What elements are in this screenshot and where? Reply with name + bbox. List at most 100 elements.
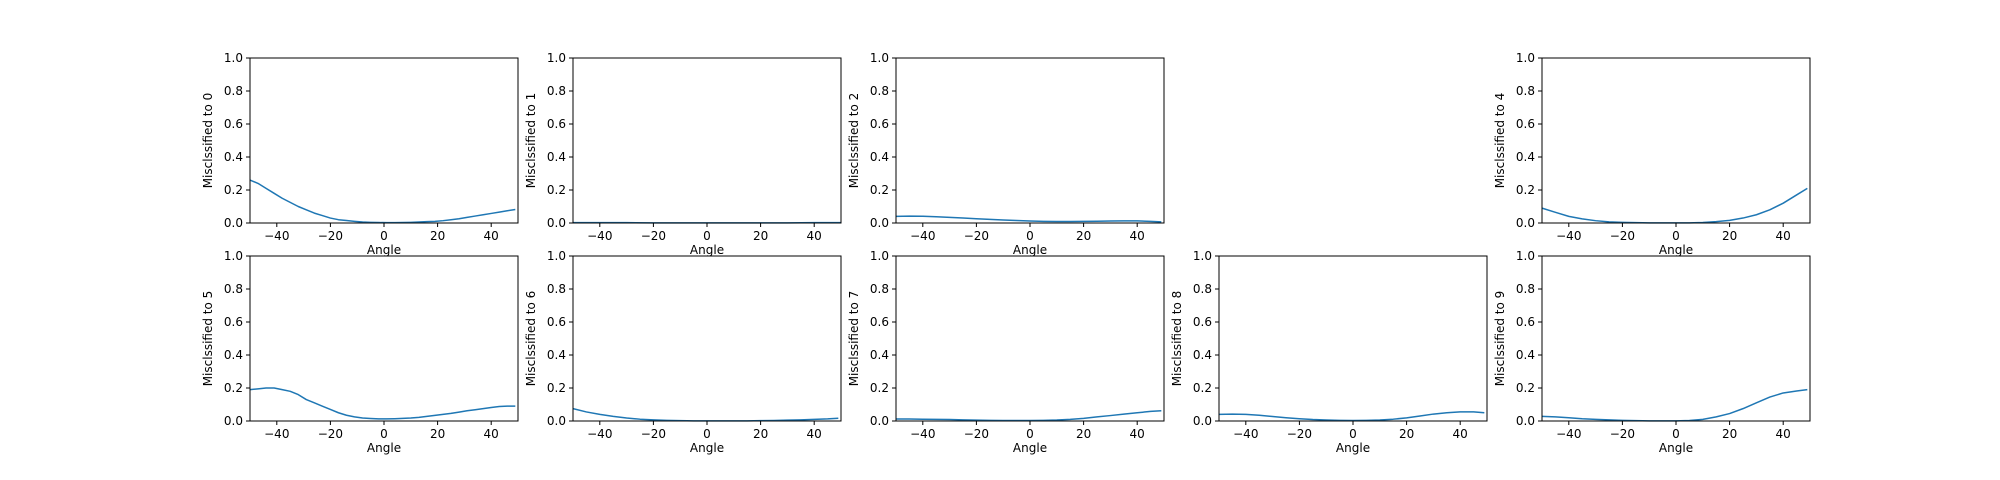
subplot-1: −40 −20 0 20 40 0.0 0.2 0.4 0.6 0.8 1.0 Angle Miscls…	[524, 51, 842, 257]
x-tick-label: 20	[753, 229, 768, 243]
x-tick-label: 40	[484, 229, 499, 243]
y-tick-label: 0.6	[224, 117, 243, 131]
x-tick-label: 20	[1076, 427, 1091, 441]
x-tick-label: 0	[1026, 427, 1034, 441]
y-tick-label: 0.6	[870, 315, 889, 329]
y-axis-label: Misclssified to 7	[847, 291, 861, 387]
x-tick-label: 20	[1722, 229, 1737, 243]
y-tick-label: 0.2	[547, 381, 566, 395]
y-tick-label: 0.4	[870, 150, 889, 164]
y-tick-label: 1.0	[547, 51, 566, 65]
series-line	[1218, 411, 1485, 422]
x-tick-label: 40	[1776, 427, 1791, 441]
y-tick-label: 1.0	[870, 249, 889, 263]
y-tick-label: 0.0	[870, 414, 889, 428]
y-tick-label: 0.6	[547, 315, 566, 329]
x-tick-label: 40	[807, 229, 822, 243]
y-tick-label: 0.4	[547, 348, 566, 362]
subplot-8: −40 −20 0 20 40 0.0 0.2 0.4 0.6 0.8 1.0 Angle Miscls…	[1170, 249, 1488, 455]
y-tick-label: 0.0	[870, 216, 889, 230]
y-tick-label: 0.8	[547, 282, 566, 296]
y-tick-label: 0.8	[870, 282, 889, 296]
x-tick-label: −40	[587, 427, 612, 441]
y-tick-label: 0.6	[224, 315, 243, 329]
x-tick-label: 40	[1776, 229, 1791, 243]
x-tick-label: 20	[430, 229, 445, 243]
x-tick-label: −40	[1233, 427, 1258, 441]
plot-frame	[249, 255, 519, 422]
y-tick-label: 0.4	[1193, 348, 1212, 362]
y-tick-label: 0.2	[224, 183, 243, 197]
y-tick-label: 0.8	[547, 84, 566, 98]
x-tick-label: 40	[1130, 427, 1145, 441]
plot-frame	[1541, 57, 1811, 224]
y-tick-label: 0.2	[224, 381, 243, 395]
series-line	[1541, 388, 1808, 422]
x-tick-label: 20	[1076, 229, 1091, 243]
x-tick-label: −40	[1556, 427, 1581, 441]
subplot-9: −40 −20 0 20 40 0.0 0.2 0.4 0.6 0.8 1.0 Angle Miscls…	[1493, 249, 1811, 455]
y-tick-label: 1.0	[1516, 51, 1535, 65]
x-tick-label: −40	[264, 229, 289, 243]
x-tick-label: −20	[1610, 229, 1635, 243]
y-tick-label: 0.2	[1193, 381, 1212, 395]
x-tick-label: 20	[753, 427, 768, 441]
y-axis-label: Misclssified to 2	[847, 93, 861, 189]
y-tick-label: 0.6	[870, 117, 889, 131]
x-tick-label: −20	[1610, 427, 1635, 441]
x-tick-label: 0	[1672, 427, 1680, 441]
x-tick-label: 40	[1453, 427, 1468, 441]
y-axis-label: Misclssified to 1	[524, 93, 538, 189]
plot-frame	[895, 255, 1165, 422]
x-axis-label: Angle	[1659, 441, 1693, 455]
y-tick-label: 0.2	[1516, 183, 1535, 197]
subplot-0: −40 −20 0 20 40 0.0 0.2 0.4 0.6 0.8 1.0 Angle Miscls…	[201, 51, 519, 257]
x-tick-label: 20	[1722, 427, 1737, 441]
y-tick-label: 1.0	[224, 51, 243, 65]
x-tick-label: −40	[264, 427, 289, 441]
y-tick-label: 1.0	[1193, 249, 1212, 263]
subplot-7: −40 −20 0 20 40 0.0 0.2 0.4 0.6 0.8 1.0 Angle Miscls…	[847, 249, 1165, 455]
y-tick-label: 0.2	[1516, 381, 1535, 395]
y-axis-label: Misclssified to 4	[1493, 93, 1507, 189]
plot-frame	[249, 57, 519, 224]
plot-frame	[572, 57, 842, 224]
plot-frame	[1541, 255, 1811, 422]
y-tick-label: 0.0	[547, 216, 566, 230]
y-axis-label: Misclssified to 0	[201, 93, 215, 189]
y-tick-label: 0.0	[1516, 216, 1535, 230]
y-tick-label: 0.8	[224, 282, 243, 296]
y-tick-label: 1.0	[1516, 249, 1535, 263]
y-tick-label: 0.2	[547, 183, 566, 197]
series-line	[1541, 187, 1808, 224]
y-tick-label: 0.2	[870, 183, 889, 197]
x-tick-label: 0	[1349, 427, 1357, 441]
y-tick-label: 0.6	[1516, 315, 1535, 329]
y-tick-label: 0.0	[224, 414, 243, 428]
x-tick-label: 20	[430, 427, 445, 441]
y-tick-label: 0.6	[547, 117, 566, 131]
series-line	[895, 215, 1162, 223]
subplot-5: −40 −20 0 20 40 0.0 0.2 0.4 0.6 0.8 1.0 Angle Miscls…	[201, 249, 519, 455]
x-axis-label: Angle	[1659, 243, 1693, 257]
y-tick-label: 0.4	[224, 348, 243, 362]
x-axis-label: Angle	[367, 243, 401, 257]
y-tick-label: 0.8	[224, 84, 243, 98]
x-tick-label: −40	[1556, 229, 1581, 243]
y-tick-label: 1.0	[547, 249, 566, 263]
x-tick-label: −40	[910, 229, 935, 243]
x-tick-label: 40	[1130, 229, 1145, 243]
y-tick-label: 0.8	[870, 84, 889, 98]
x-tick-label: −20	[318, 427, 343, 441]
plot-frame	[895, 57, 1165, 224]
y-tick-label: 0.6	[1516, 117, 1535, 131]
y-tick-label: 0.0	[547, 414, 566, 428]
series-line	[896, 410, 1162, 422]
x-tick-label: 0	[380, 427, 388, 441]
x-tick-label: 0	[703, 427, 711, 441]
x-tick-label: −20	[1287, 427, 1312, 441]
subplot-2: −40 −20 0 20 40 0.0 0.2 0.4 0.6 0.8 1.0 Angle Miscls…	[847, 51, 1165, 257]
y-tick-label: 0.4	[224, 150, 243, 164]
x-tick-label: −20	[964, 427, 989, 441]
